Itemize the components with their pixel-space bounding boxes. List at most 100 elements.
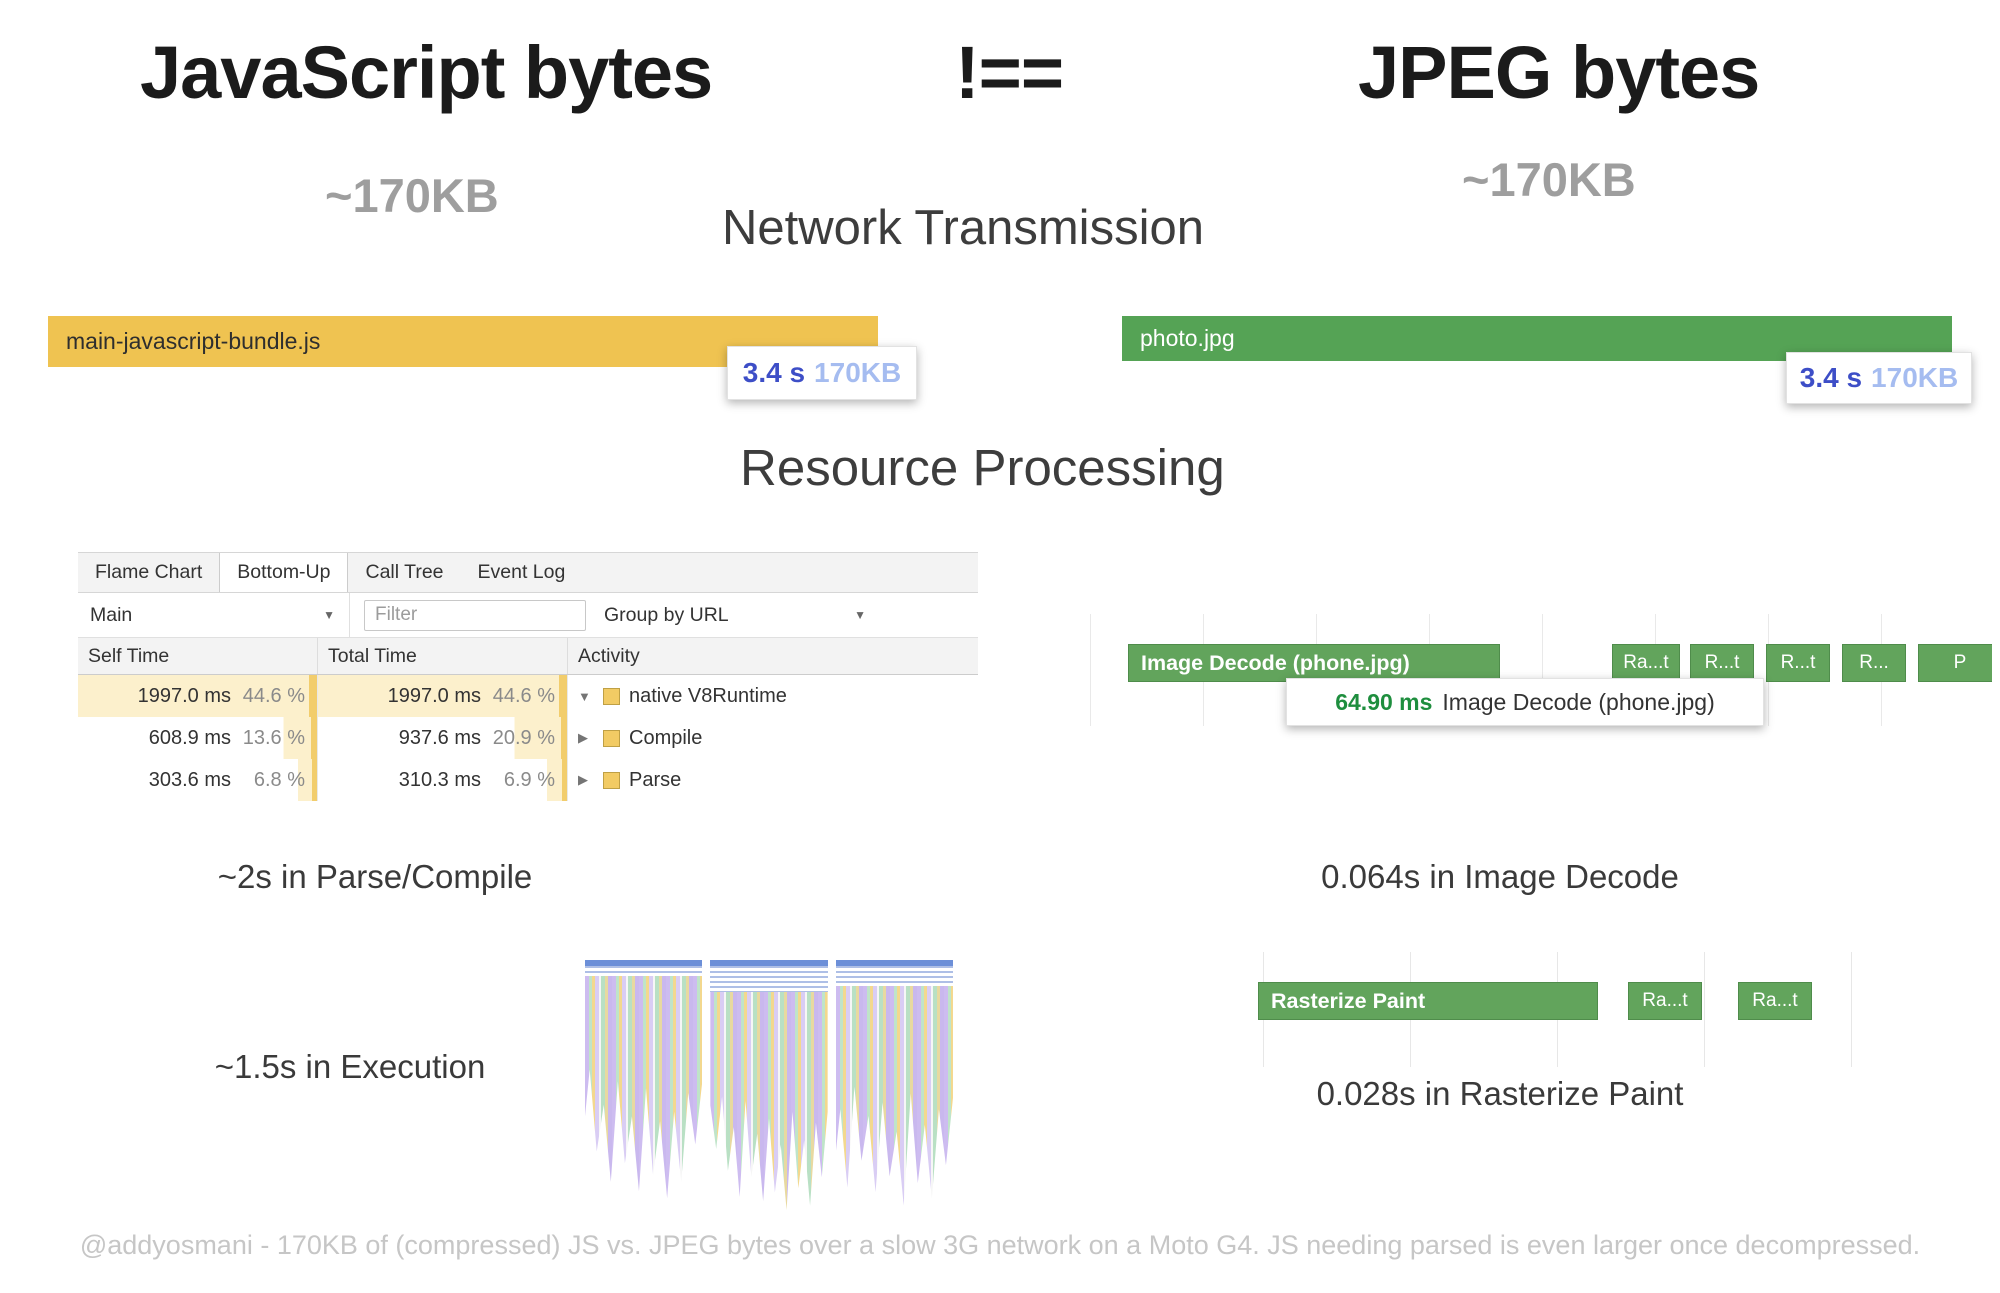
js-network-bar[interactable]: main-javascript-bundle.js <box>48 316 878 367</box>
flame-chart-header-bar <box>585 960 703 966</box>
self-time-cell: 608.9 ms 13.6 % <box>78 717 318 759</box>
flame-chart-flames <box>710 992 828 1210</box>
caption-rasterize-paint: 0.028s in Rasterize Paint <box>1316 1075 1684 1112</box>
table-row[interactable]: 303.6 ms 6.8 % 310.3 ms 6.9 % ▶ Parse <box>78 759 978 801</box>
dropdown-arrow-icon: ▼ <box>323 608 335 622</box>
image-decode-bar[interactable]: Image Decode (phone.jpg) <box>1128 644 1500 682</box>
title-not-equal-operator: !== <box>955 31 1064 114</box>
self-time-value: 1997.0 ms <box>137 684 231 707</box>
table-header-row: Self Time Total Time Activity <box>78 638 978 675</box>
activity-cell: ▶ Parse <box>568 759 978 801</box>
activity-color-swatch <box>603 771 620 789</box>
dropdown-arrow-icon: ▼ <box>854 608 866 622</box>
jpeg-size-label: ~170KB <box>1462 153 1636 206</box>
self-time-percent: 6.8 % <box>253 768 305 791</box>
caption-parse-compile: ~2s in Parse/Compile <box>217 858 533 895</box>
jpeg-tooltip-time: 3.4 s <box>1799 362 1863 393</box>
raster-task-bar[interactable]: Ra...t <box>1628 982 1702 1020</box>
activity-cell: ▶ Compile <box>568 717 978 759</box>
rasterize-paint-bar-label: Rasterize Paint <box>1271 988 1426 1013</box>
decode-tooltip-label: Image Decode (phone.jpg) <box>1442 688 1715 715</box>
raster-task-bar[interactable]: R...t <box>1766 644 1830 682</box>
self-time-percent: 44.6 % <box>242 684 305 707</box>
activity-label: Compile <box>629 726 703 749</box>
collapse-arrow-icon[interactable]: ▼ <box>578 688 591 704</box>
footer-attribution: @addyosmani - 170KB of (compressed) JS v… <box>79 1230 1921 1260</box>
flame-chart-header-text <box>835 966 953 986</box>
flame-chart-header-text <box>585 966 703 976</box>
js-size-label: ~170KB <box>325 169 499 222</box>
table-row[interactable]: 608.9 ms 13.6 % 937.6 ms 20.9 % ▶ Compil… <box>78 717 978 759</box>
expand-arrow-icon[interactable]: ▶ <box>578 772 588 787</box>
rasterize-paint-track: Rasterize Paint Ra...t Ra...t <box>1228 952 1912 1067</box>
self-time-value: 608.9 ms <box>148 726 231 749</box>
image-decode-bar-label: Image Decode (phone.jpg) <box>1141 650 1410 675</box>
devtools-toolbar: Main ▼ Group by URL ▼ <box>78 593 978 638</box>
self-time-cell: 303.6 ms 6.8 % <box>78 759 318 801</box>
raster-task-bar[interactable]: R... <box>1842 644 1906 682</box>
section-resource-processing: Resource Processing <box>740 439 1225 496</box>
devtools-tab-bar: Flame Chart Bottom-Up Call Tree Event Lo… <box>78 552 978 593</box>
flame-chart-flames <box>835 986 953 1206</box>
activity-color-swatch <box>603 687 620 705</box>
group-by-select-value: Group by URL <box>604 603 729 626</box>
total-time-value: 937.6 ms <box>398 726 481 749</box>
total-time-cell: 310.3 ms 6.9 % <box>318 759 568 801</box>
flame-chart-header-text <box>710 966 828 992</box>
column-header-activity[interactable]: Activity <box>578 644 640 667</box>
expand-arrow-icon[interactable]: ▶ <box>578 730 588 745</box>
self-time-cell: 1997.0 ms 44.6 % <box>78 675 318 717</box>
total-time-cell: 1997.0 ms 44.6 % <box>318 675 568 717</box>
image-decode-tooltip: 64.90 ms Image Decode (phone.jpg) <box>1286 678 1764 726</box>
js-tooltip-time: 3.4 s <box>742 357 806 388</box>
flame-chart-header-bar <box>835 960 953 966</box>
jpeg-network-tooltip: 3.4 s 170KB <box>1786 352 1972 404</box>
group-by-select[interactable]: Group by URL ▼ <box>604 604 866 627</box>
column-header-total-time[interactable]: Total Time <box>318 638 568 674</box>
tab-bottom-up[interactable]: Bottom-Up <box>219 553 349 592</box>
thread-select[interactable]: Main ▼ <box>78 593 350 637</box>
jpeg-tooltip-size: 170KB <box>1871 362 1959 393</box>
rasterize-paint-bar[interactable]: Rasterize Paint <box>1258 982 1598 1020</box>
total-time-percent: 44.6 % <box>492 684 555 707</box>
flame-chart-flames <box>585 976 703 1199</box>
js-network-bar-label: main-javascript-bundle.js <box>66 328 321 354</box>
activity-color-swatch <box>603 729 620 747</box>
flame-chart-column <box>585 960 703 1210</box>
title-javascript-bytes: JavaScript bytes <box>140 31 713 114</box>
total-time-percent: 20.9 % <box>492 726 555 749</box>
column-header-self-time[interactable]: Self Time <box>78 638 318 674</box>
self-time-value: 303.6 ms <box>148 768 231 791</box>
total-time-percent: 6.9 % <box>503 768 555 791</box>
flame-chart-thumbnail <box>585 960 953 1210</box>
tab-event-log[interactable]: Event Log <box>477 561 566 583</box>
tab-flame-chart[interactable]: Flame Chart <box>95 561 203 583</box>
table-row[interactable]: 1997.0 ms 44.6 % 1997.0 ms 44.6 % ▼ nati… <box>78 675 978 717</box>
caption-image-decode: 0.064s in Image Decode <box>1321 858 1679 895</box>
self-time-percent: 13.6 % <box>242 726 305 749</box>
raster-task-bar[interactable]: P <box>1918 644 1992 682</box>
raster-task-bar[interactable]: Ra...t <box>1738 982 1812 1020</box>
activity-cell: ▼ native V8Runtime <box>568 675 978 717</box>
raster-task-bar[interactable]: R...t <box>1690 644 1754 682</box>
js-network-tooltip: 3.4 s 170KB <box>727 346 917 400</box>
caption-execution: ~1.5s in Execution <box>214 1048 486 1085</box>
flame-chart-header-bar <box>710 960 828 966</box>
filter-input[interactable] <box>364 599 586 631</box>
section-network-transmission: Network Transmission <box>722 201 1204 255</box>
flame-chart-column <box>710 960 828 1210</box>
title-jpeg-bytes: JPEG bytes <box>1358 31 1760 114</box>
decode-tooltip-time: 64.90 ms <box>1335 688 1433 715</box>
total-time-value: 310.3 ms <box>398 768 481 791</box>
flame-chart-column <box>835 960 953 1210</box>
devtools-panel: Flame Chart Bottom-Up Call Tree Event Lo… <box>78 552 978 801</box>
tab-call-tree[interactable]: Call Tree <box>365 561 444 583</box>
activity-label: Parse <box>629 768 682 791</box>
activity-label: native V8Runtime <box>629 684 787 707</box>
total-time-cell: 937.6 ms 20.9 % <box>318 717 568 759</box>
total-time-value: 1997.0 ms <box>387 684 481 707</box>
js-tooltip-size: 170KB <box>814 357 902 388</box>
jpeg-network-bar-label: photo.jpg <box>1140 325 1235 351</box>
raster-task-bar[interactable]: Ra...t <box>1612 644 1680 682</box>
